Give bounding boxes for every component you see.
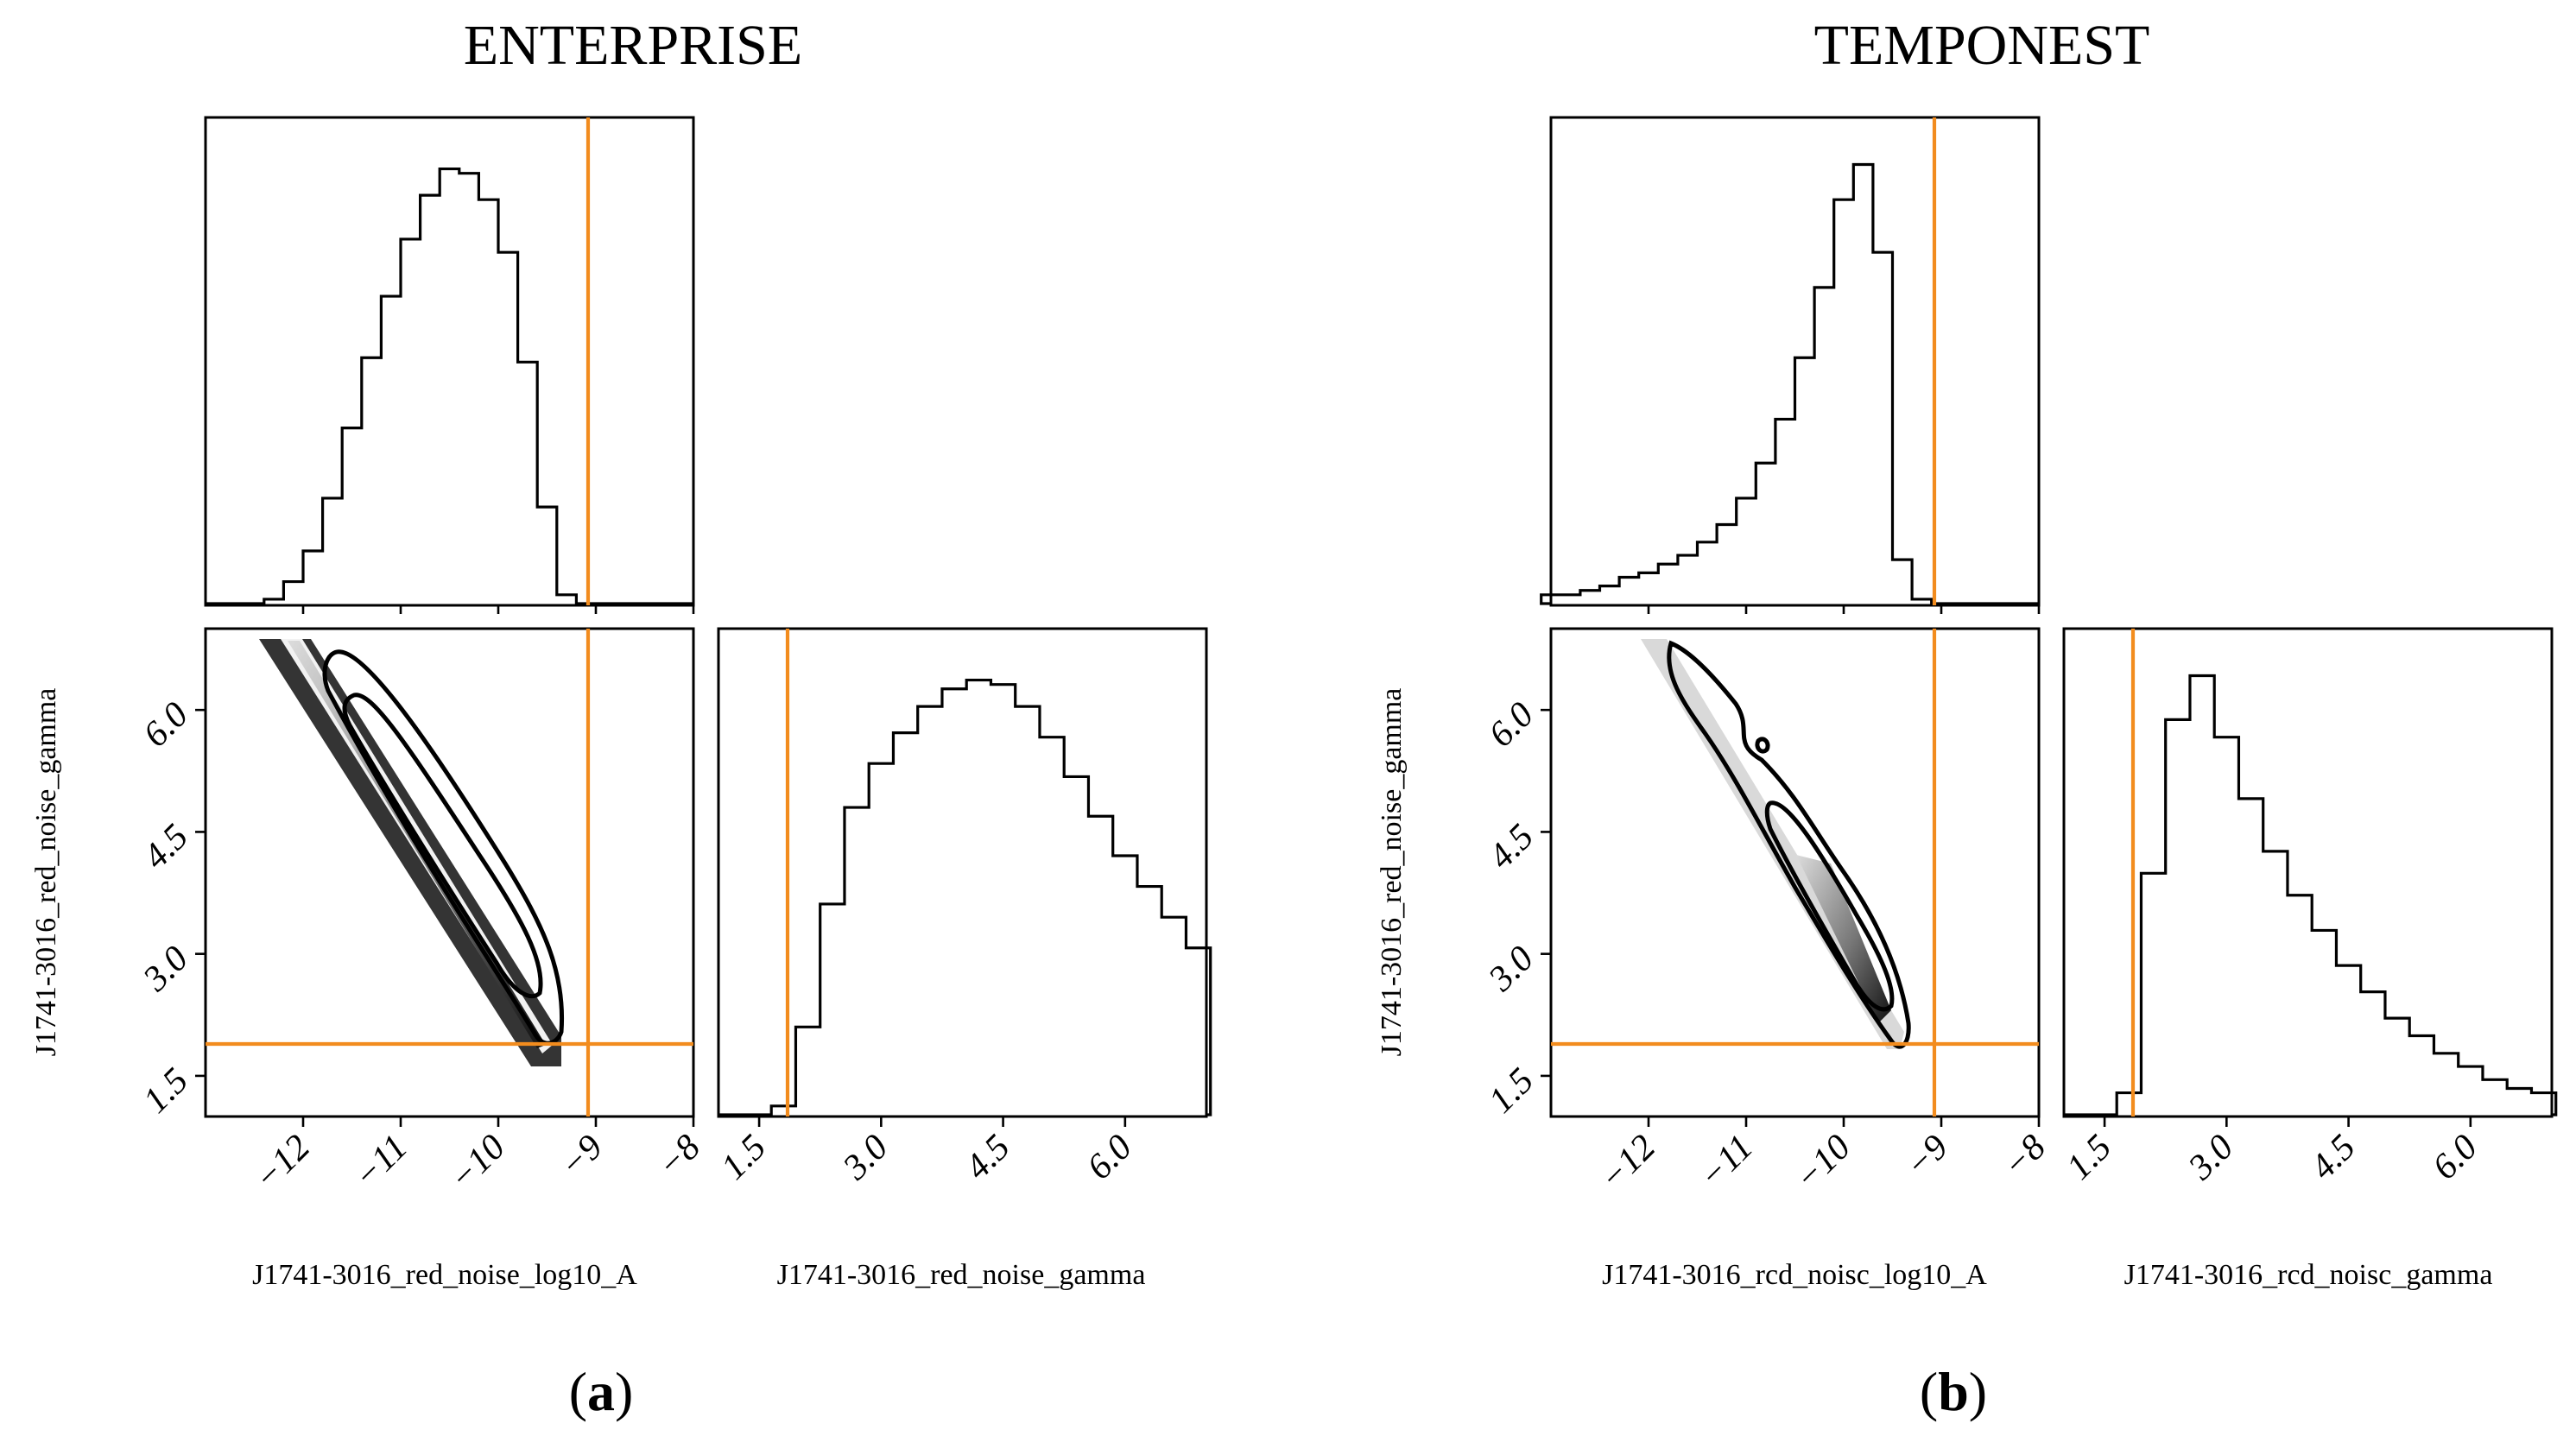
tick-label-gamma-x: 4.5 [2303, 1128, 2364, 1188]
tick-label-gamma-x: 6.0 [1079, 1128, 1140, 1188]
temponest-joint-density [1641, 639, 1911, 1049]
enterprise-contour-inner [342, 693, 543, 999]
temponest-xlabel-gamma: J1741-3016_rcd_noisc_gamma [2124, 1259, 2493, 1291]
temponest-ylabel-gamma: J1741-3016_red_noise_gamma [1376, 688, 1408, 1057]
panel-a-title: ENTERPRISE [464, 14, 802, 77]
temponest-contour-inner [1764, 800, 1895, 1012]
tick-label-log10A: −10 [442, 1128, 513, 1199]
temponest-contour-island [1755, 737, 1770, 754]
enterprise-hist-gamma [717, 627, 1212, 1118]
tick-label-log10A: −12 [1592, 1128, 1663, 1199]
enterprise-hist-gamma-frame [717, 627, 1208, 1118]
enterprise-joint-density [259, 639, 565, 1066]
tick-label-gamma-x: 3.0 [835, 1128, 896, 1188]
temponest-joint-frame [1549, 627, 2041, 1118]
enterprise-axis-ticks: −12 −11 −10 −9 −81.51.53.03.04.54.56.06.0 [136, 605, 1140, 1199]
temponest-hist-gamma [2062, 627, 2558, 1118]
caption-a-letter: a [587, 1361, 615, 1422]
enterprise-xlabel-log10A: J1741-3016_red_noise_log10_A [252, 1259, 637, 1291]
enterprise-hist-log10A-frame [204, 116, 695, 607]
caption-b-letter: b [1938, 1361, 1969, 1422]
tick-label-gamma-x: 3.0 [2180, 1128, 2241, 1188]
tick-label-gamma-y: 4.5 [136, 817, 196, 877]
enterprise-hist-log10A [204, 116, 695, 607]
temponest-joint-scatter [1549, 627, 2041, 1118]
tick-label-gamma-x: 1.5 [2060, 1128, 2120, 1188]
temponest-axis-ticks: −12 −11 −10 −9 −81.51.53.03.04.54.56.06.0 [1481, 605, 2485, 1199]
temponest-hist-log10A-steps [1540, 162, 2039, 605]
caption-b: (b) [1920, 1361, 1987, 1422]
temponest-hist-gamma-steps [2064, 674, 2558, 1117]
enterprise-joint-scatter [204, 627, 695, 1118]
tick-label-log10A: −11 [1692, 1128, 1761, 1197]
enterprise-hist-log10A-steps [206, 167, 693, 605]
temponest-xlabel-log10A: J1741-3016_rcd_noisc_log10_A [1602, 1259, 1987, 1291]
tick-label-log10A: −9 [1898, 1128, 1956, 1186]
panel-b-title: TEMPONEST [1814, 14, 2150, 77]
tick-label-gamma-y: 3.0 [136, 939, 196, 999]
tick-label-gamma-x: 6.0 [2425, 1128, 2485, 1188]
tick-label-log10A: −11 [346, 1128, 415, 1197]
temponest-contour-outer [1667, 640, 1911, 1049]
temponest-hist-gamma-frame [2062, 627, 2554, 1118]
tick-label-gamma-x: 1.5 [714, 1128, 775, 1188]
tick-label-gamma-y: 6.0 [1481, 695, 1541, 756]
temponest-density-ridge [1796, 855, 1891, 1023]
tick-label-log10A: −8 [1996, 1128, 2054, 1186]
corner-plot-temponest: TEMPONEST −12 −11 −10 −9 −81.51.53.03 [1376, 14, 2558, 1422]
tick-label-gamma-y: 6.0 [136, 695, 196, 756]
tick-label-log10A: −10 [1788, 1128, 1858, 1199]
enterprise-xlabel-gamma: J1741-3016_red_noise_gamma [777, 1259, 1146, 1291]
temponest-hist-log10A-frame [1549, 116, 2041, 607]
tick-label-gamma-x: 4.5 [958, 1128, 1018, 1188]
enterprise-joint-frame [204, 627, 695, 1118]
tick-label-gamma-y: 1.5 [1481, 1060, 1541, 1121]
tick-label-gamma-y: 1.5 [136, 1060, 196, 1121]
tick-label-log10A: −9 [553, 1128, 611, 1186]
tick-label-log10A: −12 [247, 1128, 318, 1199]
corner-plot-enterprise: ENTERPRISE −1 [30, 14, 1212, 1422]
temponest-hist-log10A [1540, 116, 2041, 607]
caption-a: (a) [569, 1361, 634, 1422]
tick-label-gamma-y: 4.5 [1481, 817, 1541, 877]
tick-label-gamma-y: 3.0 [1481, 939, 1541, 999]
enterprise-contour-outer [322, 649, 565, 1046]
tick-label-log10A: −8 [650, 1128, 708, 1186]
enterprise-hist-gamma-steps [718, 678, 1212, 1117]
enterprise-ylabel-gamma: J1741-3016_red_noise_gamma [30, 688, 62, 1057]
